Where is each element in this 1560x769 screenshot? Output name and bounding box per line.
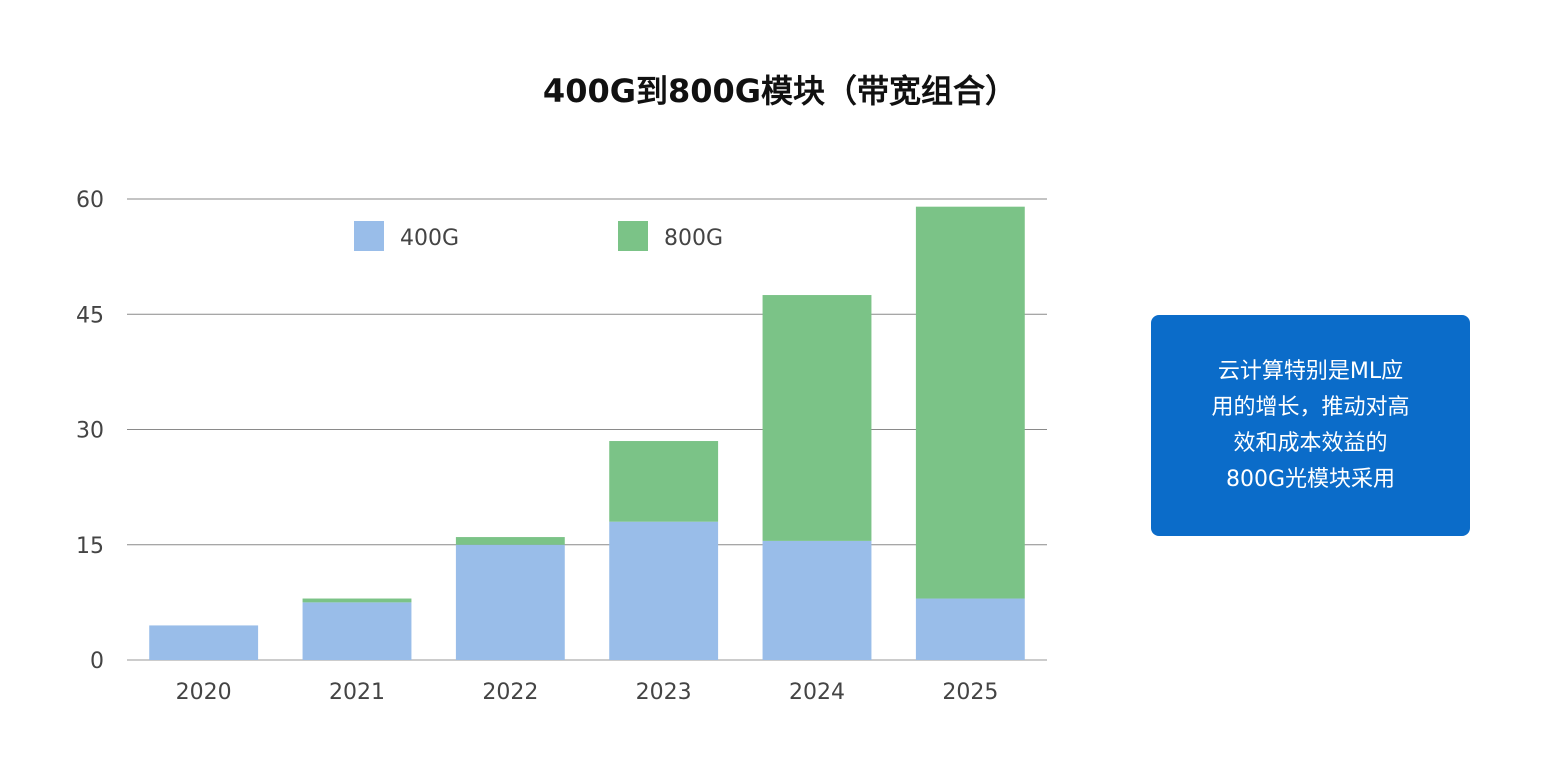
callout-text: 云计算特别是ML应 用的增长，推动对高 效和成本效益的 800G光模块采用 <box>1211 358 1410 492</box>
legend: 400G 800G <box>354 221 723 251</box>
bar-800G-2021 <box>302 598 412 603</box>
legend-swatch-800G <box>618 221 648 251</box>
bar-400G-2023 <box>609 521 719 660</box>
bar-800G-2023 <box>609 441 719 522</box>
x-tick-label: 2023 <box>636 680 692 705</box>
y-tick-label: 45 <box>76 303 104 328</box>
x-tick-label: 2020 <box>176 680 232 705</box>
callout-box: 云计算特别是ML应 用的增长，推动对高 效和成本效益的 800G光模块采用 <box>1151 315 1470 536</box>
y-tick-label: 15 <box>76 534 104 559</box>
legend-swatch-400G <box>354 221 384 251</box>
legend-label-800G: 800G <box>664 226 723 251</box>
bar-800G-2022 <box>455 537 565 545</box>
bar-400G-2024 <box>762 540 872 660</box>
x-tick-label: 2021 <box>329 680 385 705</box>
bar-400G-2021 <box>302 602 412 660</box>
axes: 0 15 30 45 60 2020 2021 2022 2023 2024 2025 <box>76 188 998 705</box>
bar-400G-2020 <box>149 625 259 660</box>
bar-400G-2025 <box>915 598 1025 660</box>
x-tick-label: 2022 <box>482 680 538 705</box>
bar-400G-2022 <box>455 544 565 660</box>
chart-title: 400G到800G模块（带宽组合） <box>542 72 1018 110</box>
bar-800G-2025 <box>915 206 1025 599</box>
y-tick-label: 0 <box>90 649 104 674</box>
gridlines <box>127 198 1047 661</box>
x-tick-label: 2024 <box>789 680 845 705</box>
y-tick-label: 30 <box>76 419 104 444</box>
legend-label-400G: 400G <box>400 226 459 251</box>
bar-800G-2024 <box>762 295 872 541</box>
bars <box>149 206 1025 660</box>
y-tick-label: 60 <box>76 188 104 213</box>
x-tick-label: 2025 <box>942 680 998 705</box>
